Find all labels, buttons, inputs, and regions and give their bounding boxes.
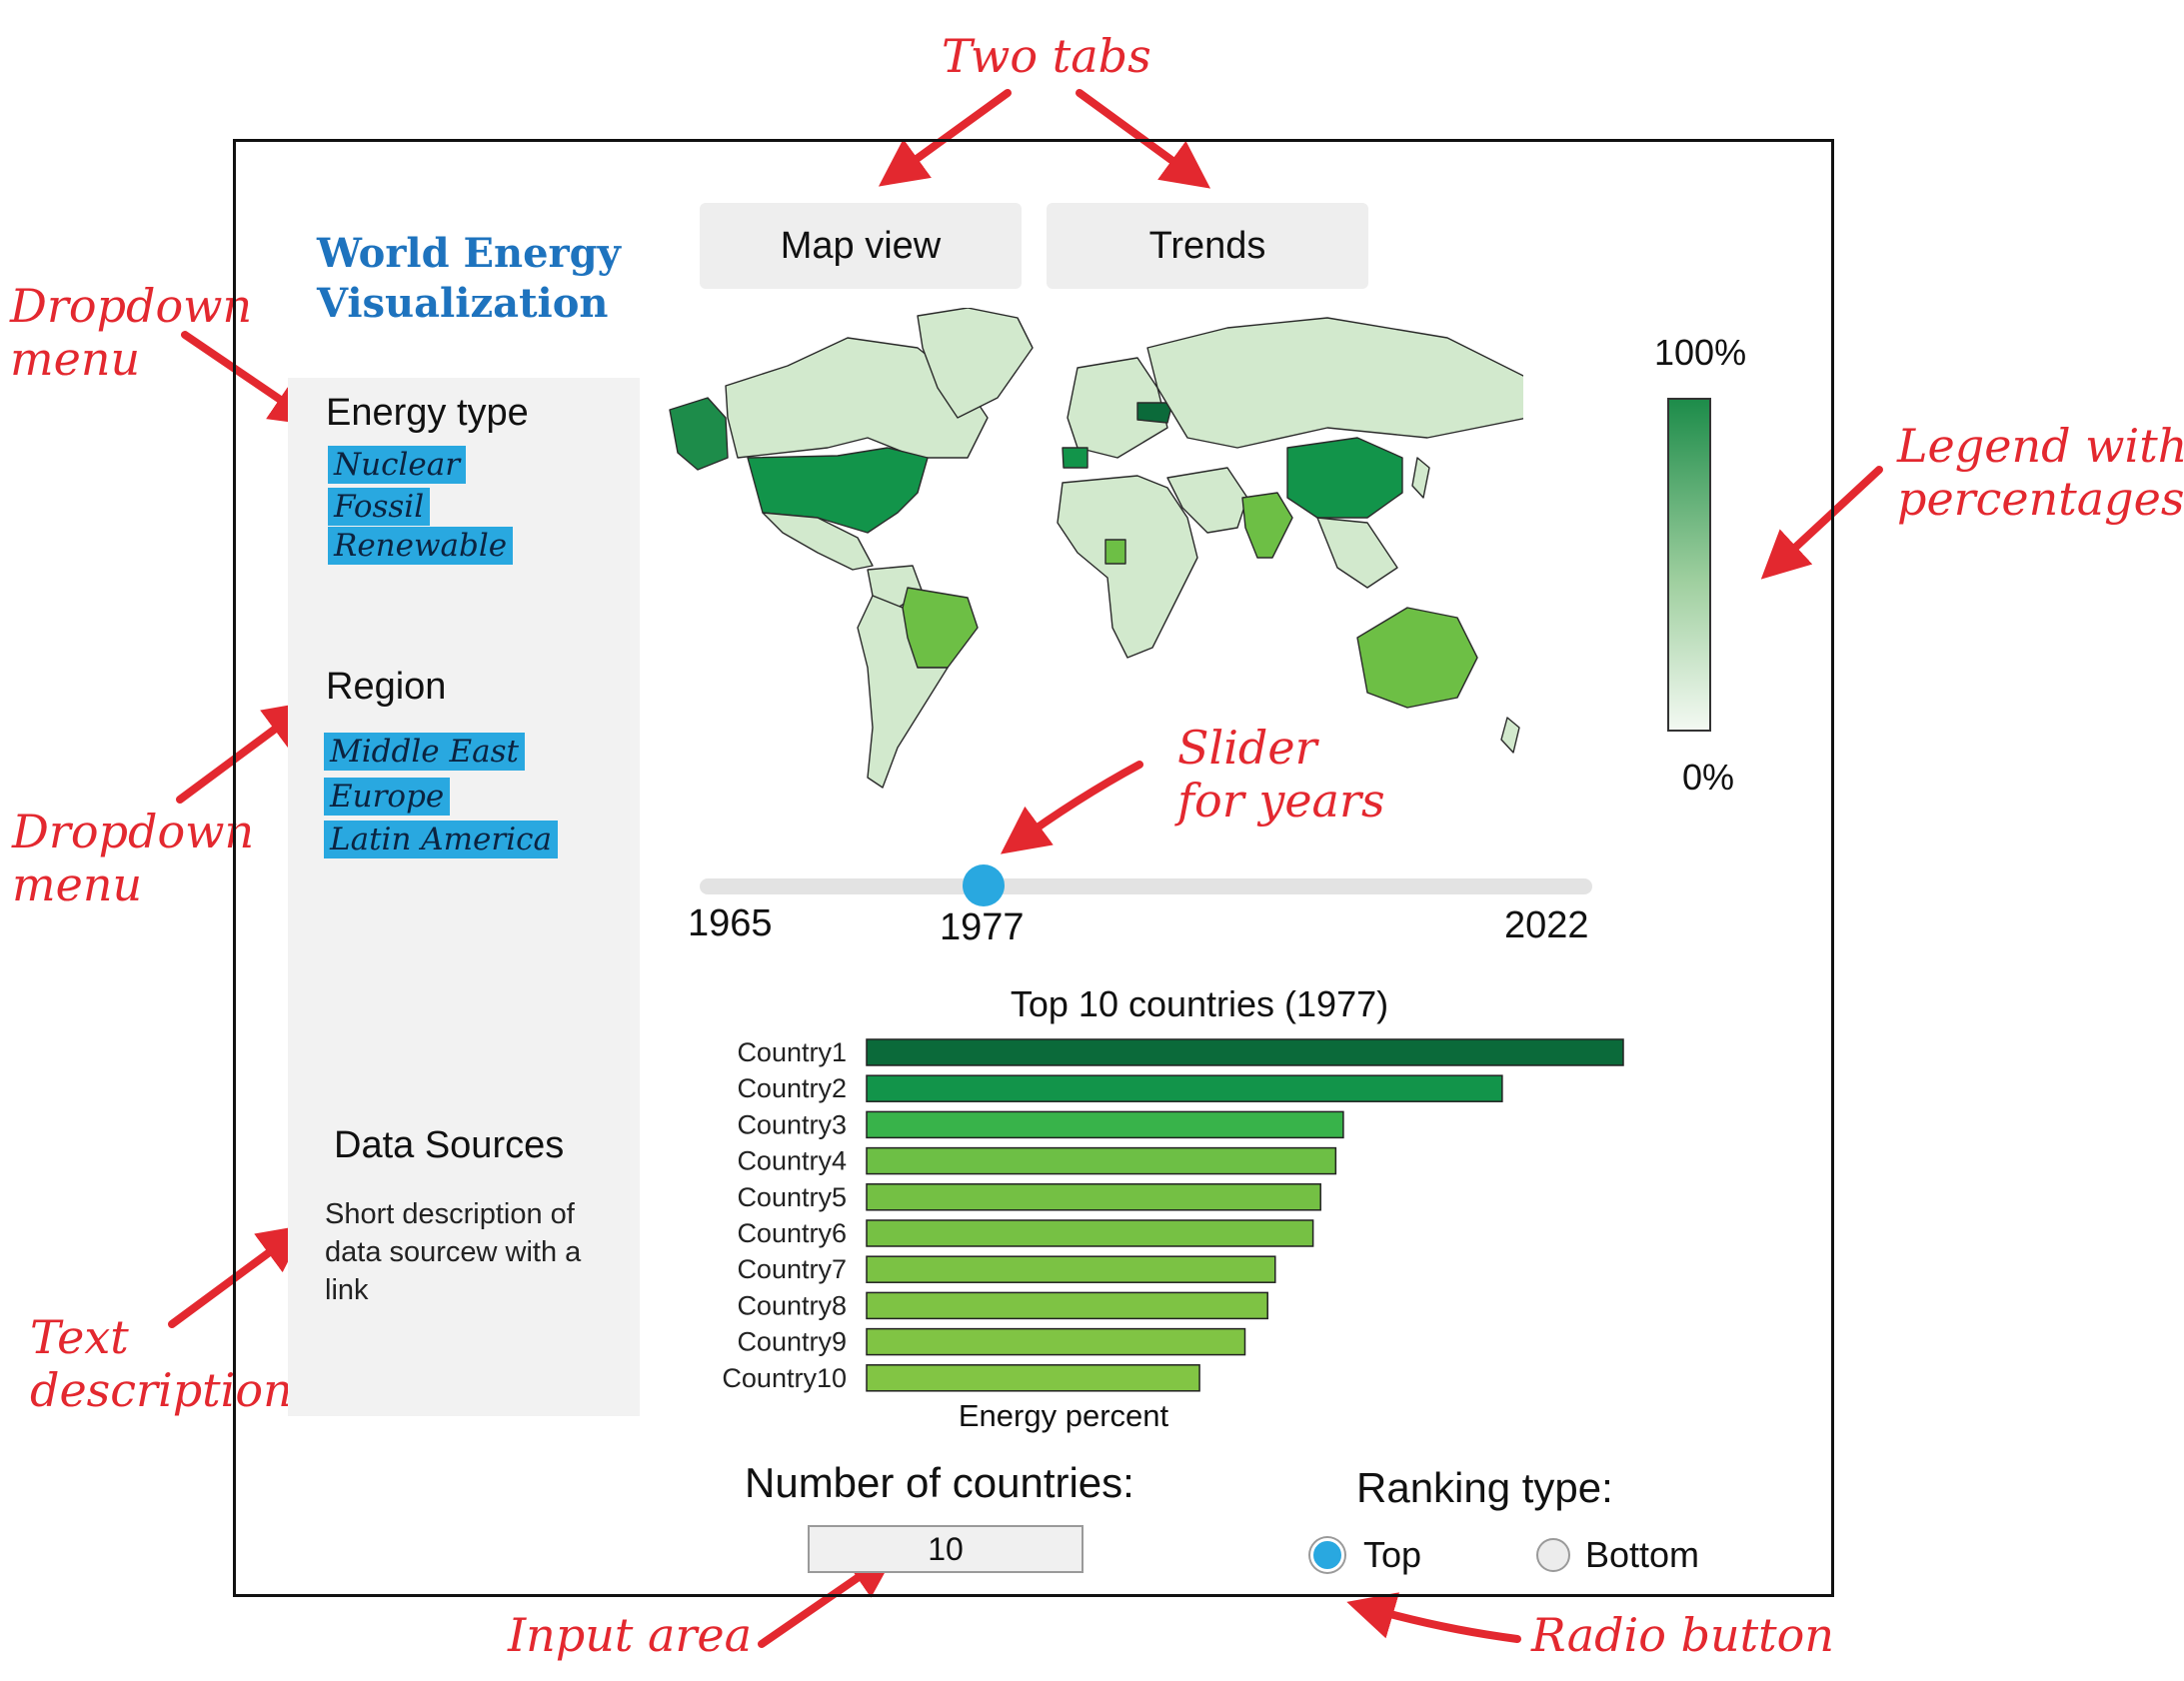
number-of-countries-label: Number of countries:	[745, 1459, 1134, 1506]
bar-country3	[866, 1110, 1344, 1139]
bar-label: Country10	[722, 1363, 847, 1393]
region-option-europe[interactable]: Europe	[324, 778, 451, 816]
annotation-line: percentages	[1897, 471, 2184, 526]
map-region-mexico-central	[762, 512, 874, 571]
annotation-line: description	[30, 1362, 293, 1417]
radio-top-label[interactable]: Top	[1363, 1534, 1422, 1575]
app-title: World Energy Visualization	[317, 229, 637, 329]
data-sources-heading: Data Sources	[334, 1124, 565, 1166]
map-region-southeast-asia	[1316, 517, 1398, 589]
top-countries-chart: Top 10 countries (1977) Country1 Country2 C…	[722, 983, 1624, 1433]
bar-label: Country9	[737, 1327, 847, 1357]
annotation-two-tabs: Two tabs	[942, 29, 1151, 83]
region-option-latin-america[interactable]: Latin America	[324, 821, 558, 858]
bar-label: Country2	[737, 1073, 847, 1103]
bar-country9	[866, 1327, 1246, 1356]
annotation-text-description: Text description	[30, 1311, 293, 1417]
year-slider-handle[interactable]	[963, 864, 1005, 906]
world-map[interactable]	[668, 308, 1523, 828]
app-title-line: Visualization	[317, 280, 609, 327]
chart-title: Top 10 countries (1977)	[1011, 983, 1388, 1024]
bar-label: Country4	[737, 1146, 847, 1176]
map-region-south-america	[857, 595, 949, 789]
bar-label: Country7	[737, 1254, 847, 1284]
bar-label: Country8	[737, 1290, 847, 1320]
radio-bottom[interactable]	[1536, 1538, 1570, 1572]
bar-country7	[866, 1255, 1276, 1283]
energy-option-nuclear[interactable]: Nuclear	[328, 446, 467, 484]
number-of-countries-input[interactable]	[808, 1525, 1084, 1573]
year-slider-track[interactable]	[700, 878, 1592, 894]
annotation-line: menu	[10, 331, 141, 386]
tab-trends[interactable]: Trends	[1047, 203, 1368, 289]
bar-label: Country3	[737, 1109, 847, 1139]
map-region-ukraine	[1136, 402, 1173, 424]
map-region-europe	[1067, 357, 1168, 459]
energy-option-renewable[interactable]: Renewable	[328, 527, 514, 565]
annotation-line: for years	[1177, 773, 1385, 828]
map-region-alaska	[669, 397, 729, 471]
map-region-greenland	[917, 308, 1034, 419]
slider-min-label: 1965	[688, 902, 773, 944]
map-region-iberia	[1062, 447, 1089, 469]
chart-x-axis-label: Energy percent	[959, 1398, 1169, 1433]
map-region-canada	[725, 337, 989, 459]
annotation-line: menu	[12, 856, 143, 911]
bar-country5	[866, 1183, 1321, 1211]
bar-label: Country1	[737, 1037, 847, 1067]
map-region-middle-east	[1166, 467, 1248, 534]
energy-type-heading: Energy type	[326, 392, 529, 434]
annotation-input-area: Input area	[508, 1608, 753, 1662]
annotation-line: Legend with	[1897, 419, 2184, 473]
map-region-new-zealand	[1500, 717, 1520, 754]
map-region-china	[1286, 437, 1403, 519]
annotation-dropdown-menu-1: Dropdown menu	[10, 280, 252, 386]
app-title-line: World Energy	[317, 230, 621, 277]
description-line: data sourcew with a	[325, 1236, 582, 1268]
map-region-australia	[1356, 607, 1478, 709]
bar-country2	[866, 1074, 1503, 1102]
bar-country8	[866, 1291, 1268, 1320]
app-window	[233, 139, 1834, 1597]
bar-label: Country6	[737, 1218, 847, 1248]
description-link[interactable]: link	[325, 1274, 369, 1306]
description-line: Short description of	[325, 1198, 575, 1230]
region-heading: Region	[326, 666, 447, 708]
energy-option-fossil[interactable]: Fossil	[328, 488, 431, 526]
map-region-japan	[1411, 457, 1430, 499]
annotation-legend: Legend with percentages	[1897, 420, 2184, 526]
map-region-africa	[1057, 475, 1198, 659]
slider-max-label: 2022	[1504, 904, 1589, 946]
annotation-slider: Slider for years	[1177, 722, 1385, 828]
ranking-type-label: Ranking type:	[1356, 1464, 1613, 1511]
bar-country4	[866, 1146, 1337, 1175]
radio-top[interactable]	[1310, 1538, 1344, 1572]
tab-map-view[interactable]: Map view	[700, 203, 1022, 289]
region-option-middle-east[interactable]: Middle East	[324, 733, 525, 771]
annotation-line: Dropdown	[12, 805, 255, 858]
legend-min-label: 0%	[1682, 757, 1735, 798]
annotation-radio-button: Radio button	[1531, 1608, 1834, 1662]
legend-gradient-bar	[1667, 398, 1711, 732]
annotation-line: Text	[30, 1310, 129, 1364]
legend-max-label: 100%	[1654, 332, 1747, 373]
bar-label: Country5	[737, 1182, 847, 1212]
bar-country10	[866, 1364, 1200, 1392]
bar-country1	[866, 1038, 1624, 1066]
annotation-line: Slider	[1177, 721, 1317, 775]
data-sources-description: Short description of data sourcew with a…	[325, 1195, 625, 1309]
annotation-dropdown-menu-2: Dropdown menu	[12, 806, 254, 911]
map-region-russia-asia	[1146, 317, 1523, 449]
bar-country6	[866, 1219, 1314, 1247]
annotation-line: Dropdown	[10, 279, 253, 333]
arrow-to-radio	[1346, 1592, 1521, 1643]
radio-bottom-label[interactable]: Bottom	[1585, 1534, 1700, 1575]
map-region-nigeria	[1104, 539, 1126, 565]
map-region-india	[1241, 492, 1293, 559]
slider-value-label: 1977	[940, 906, 1025, 948]
